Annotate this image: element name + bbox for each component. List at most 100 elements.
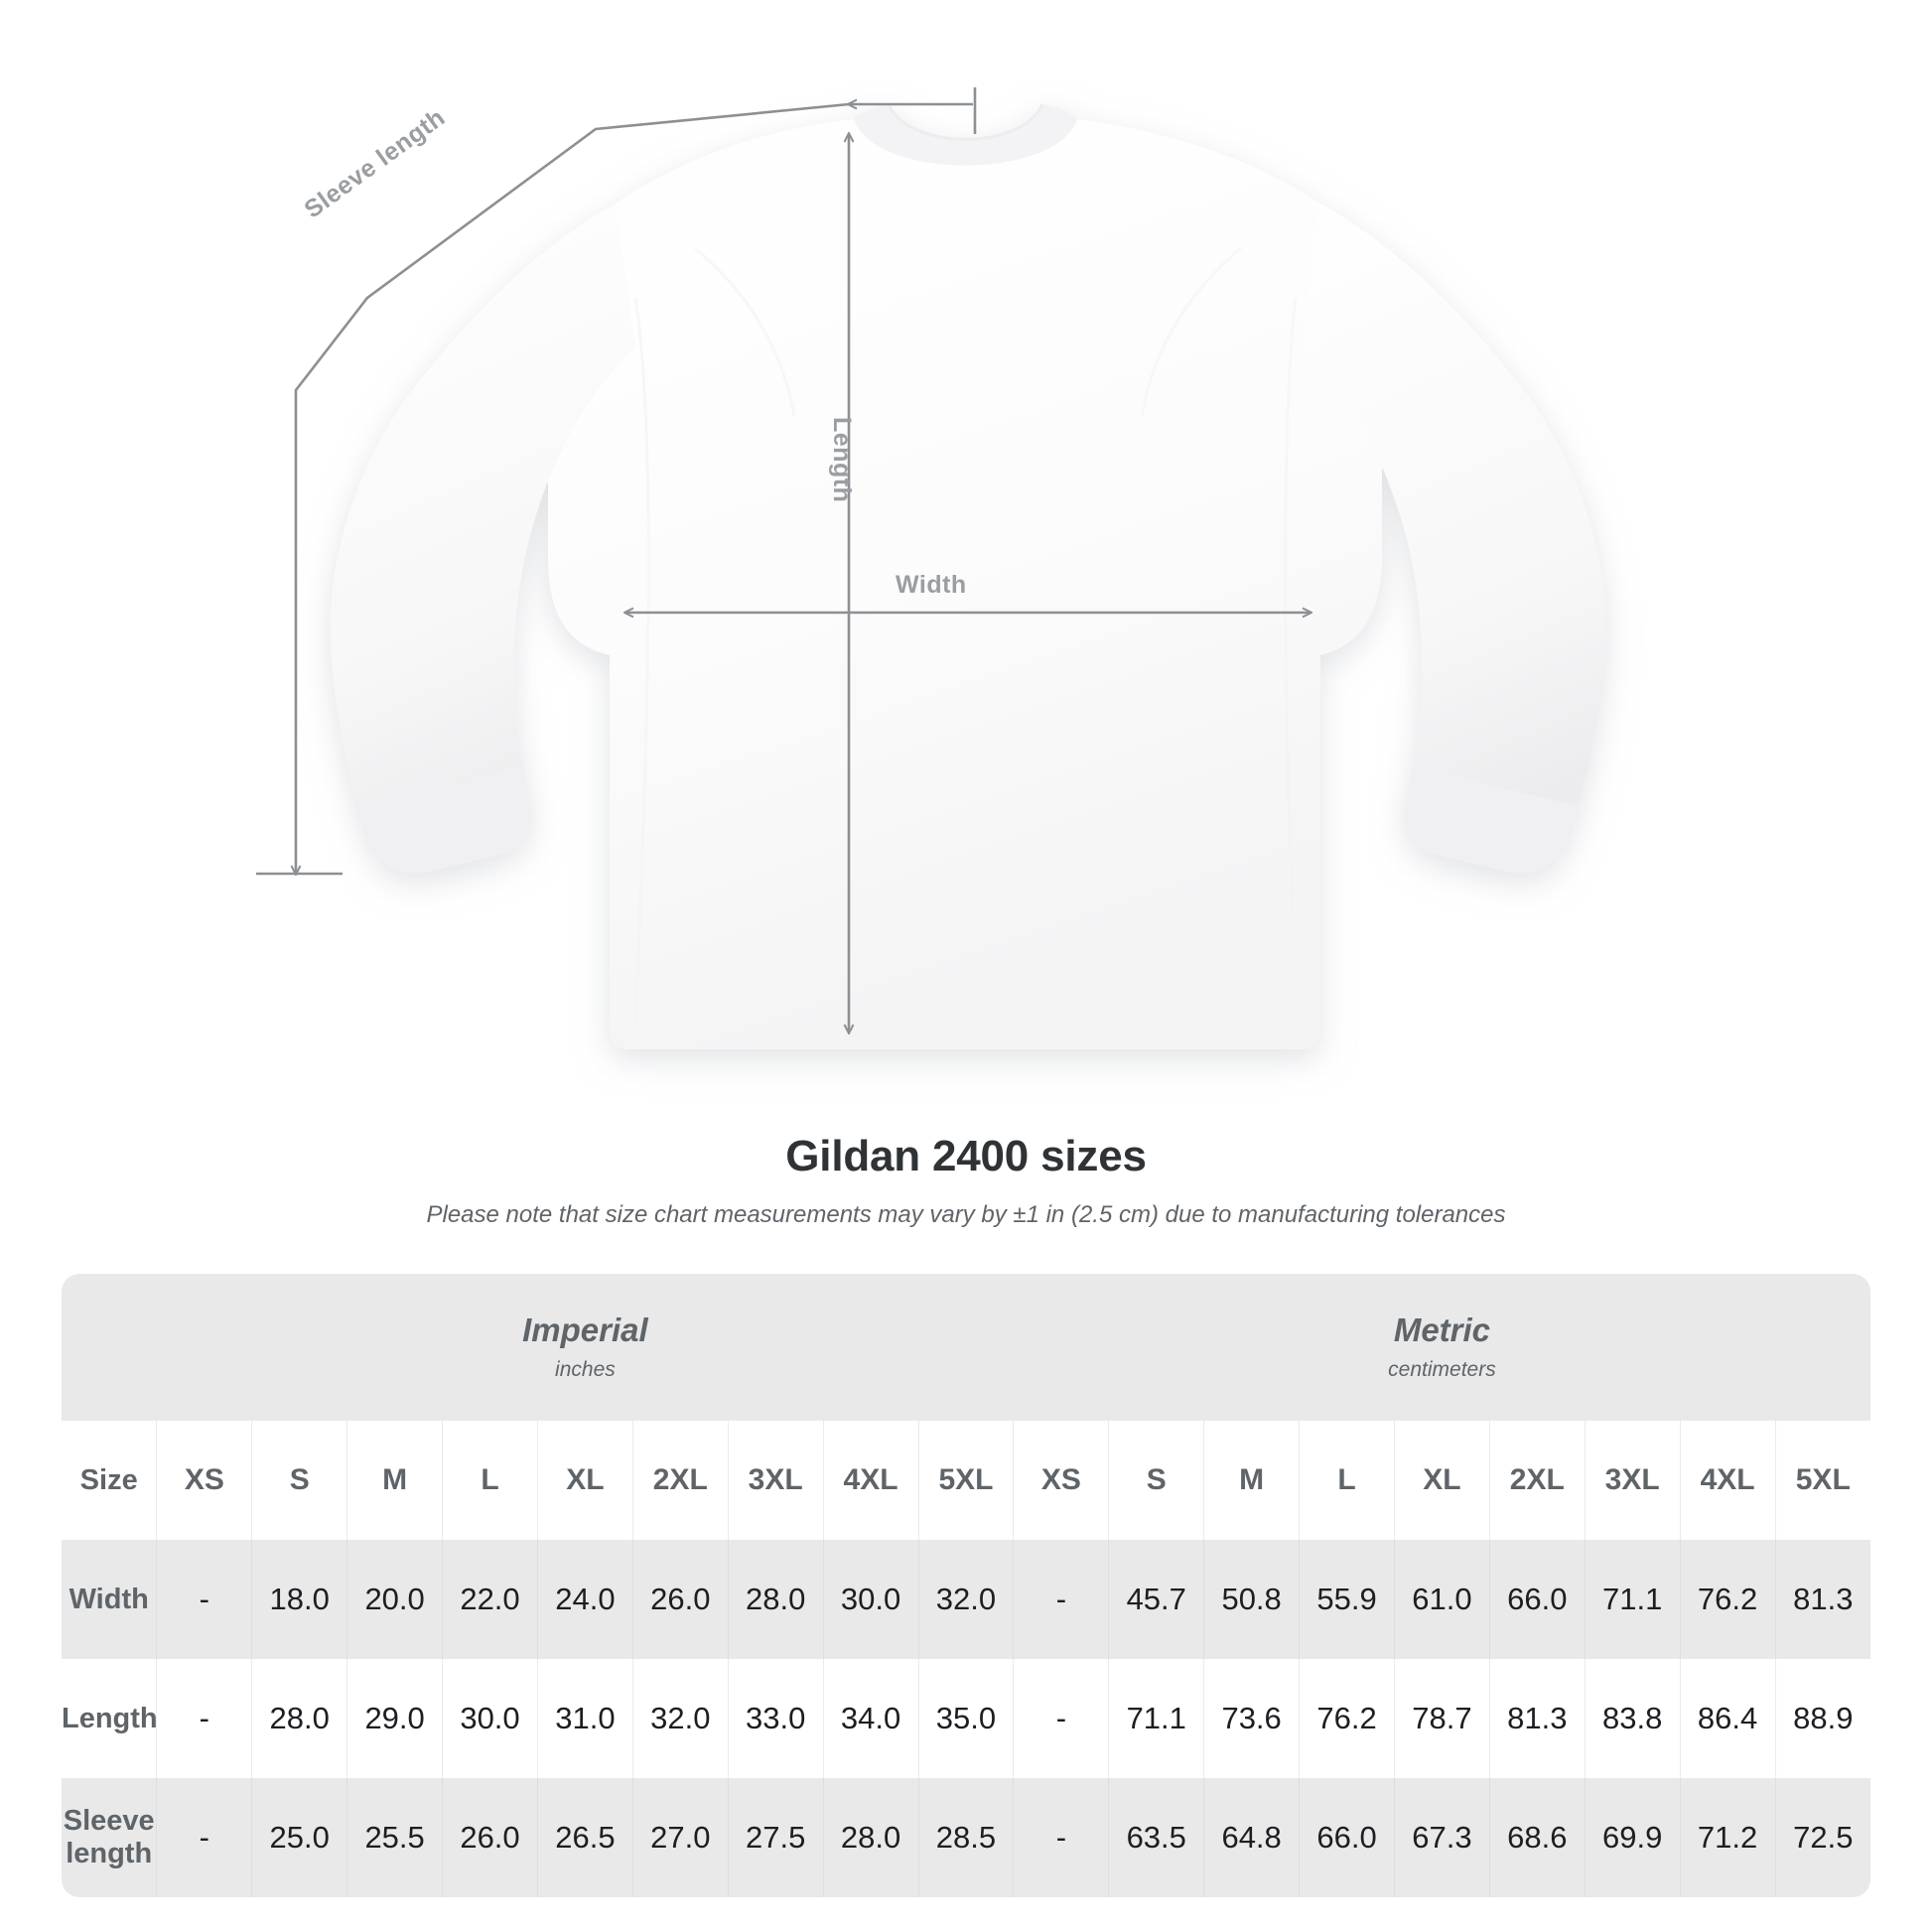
tolerance-note: Please note that size chart measurements… xyxy=(426,1201,1506,1228)
cell-width-metric-xl: 61.0 xyxy=(1394,1540,1490,1659)
size-chart-table: Imperial inches Metric centimeters Size XS S M L… xyxy=(62,1274,1870,1897)
cell-width-imperial-5xl: 32.0 xyxy=(918,1540,1015,1659)
size-header-imperial-2xl: 2XL xyxy=(632,1421,729,1540)
unit-header-imperial-title: Imperial xyxy=(522,1311,648,1348)
cell-sleeve-length-imperial-xs: - xyxy=(156,1778,253,1897)
size-header-metric-5xl: 5XL xyxy=(1775,1421,1870,1540)
size-header-imperial-3xl: 3XL xyxy=(728,1421,824,1540)
cell-sleeve-length-imperial-xl: 26.5 xyxy=(537,1778,633,1897)
cell-width-metric-l: 55.9 xyxy=(1299,1540,1395,1659)
page-title: Gildan 2400 sizes xyxy=(785,1132,1147,1180)
unit-header-corner xyxy=(62,1274,157,1421)
cell-length-imperial-4xl: 34.0 xyxy=(823,1659,919,1778)
size-header-imperial-xl: XL xyxy=(537,1421,633,1540)
row-header-width: Width xyxy=(62,1540,158,1659)
cell-sleeve-length-metric-3xl: 69.9 xyxy=(1585,1778,1681,1897)
size-header-metric-s: S xyxy=(1108,1421,1205,1540)
cell-sleeve-length-metric-2xl: 68.6 xyxy=(1489,1778,1586,1897)
cell-sleeve-length-imperial-5xl: 28.5 xyxy=(918,1778,1015,1897)
cell-width-metric-m: 50.8 xyxy=(1203,1540,1301,1659)
unit-header-metric: Metric centimeters xyxy=(1013,1274,1870,1421)
cell-length-imperial-3xl: 33.0 xyxy=(728,1659,824,1778)
size-header-imperial-s: S xyxy=(251,1421,348,1540)
shirt-shape xyxy=(330,103,1606,1049)
cell-length-metric-m: 73.6 xyxy=(1203,1659,1301,1778)
table-row: Sleeve length -25.0 25.5 26.0 26.5 27.0 27.5 28… xyxy=(62,1778,1870,1897)
cell-width-imperial-l: 22.0 xyxy=(442,1540,538,1659)
cell-length-imperial-s: 28.0 xyxy=(251,1659,348,1778)
row-header-length: Length xyxy=(62,1659,158,1778)
cell-length-imperial-5xl: 35.0 xyxy=(918,1659,1015,1778)
size-header-metric-xl: XL xyxy=(1394,1421,1490,1540)
cell-sleeve-length-imperial-2xl: 27.0 xyxy=(632,1778,729,1897)
cell-length-imperial-xl: 31.0 xyxy=(537,1659,633,1778)
cell-sleeve-length-imperial-4xl: 28.0 xyxy=(823,1778,919,1897)
size-header-imperial-5xl: 5XL xyxy=(918,1421,1015,1540)
cell-length-metric-2xl: 81.3 xyxy=(1489,1659,1586,1778)
size-header-metric-2xl: 2XL xyxy=(1489,1421,1586,1540)
size-chart-table-wrap: Imperial inches Metric centimeters Size XS S M L… xyxy=(62,1274,1870,1897)
title-block: Gildan 2400 sizes Please note that size … xyxy=(0,1132,1932,1229)
size-header-metric-4xl: 4XL xyxy=(1680,1421,1776,1540)
size-header-imperial-m: M xyxy=(346,1421,444,1540)
cell-sleeve-length-imperial-3xl: 27.5 xyxy=(728,1778,824,1897)
cell-width-imperial-3xl: 28.0 xyxy=(728,1540,824,1659)
cell-length-metric-4xl: 86.4 xyxy=(1680,1659,1776,1778)
cell-width-metric-4xl: 76.2 xyxy=(1680,1540,1776,1659)
unit-header-row: Imperial inches Metric centimeters xyxy=(62,1274,1870,1421)
unit-header-metric-subtitle: centimeters xyxy=(1388,1358,1496,1382)
cell-length-imperial-2xl: 32.0 xyxy=(632,1659,729,1778)
size-header-imperial-4xl: 4XL xyxy=(823,1421,919,1540)
size-header-metric-3xl: 3XL xyxy=(1585,1421,1681,1540)
size-header-metric-m: M xyxy=(1203,1421,1301,1540)
size-header-row: Size XS S M L XL 2XL 3XL 4XL 5XL XS S M L XL 2XL 3XL 4XL 5… xyxy=(62,1421,1870,1540)
cell-sleeve-length-metric-xs: - xyxy=(1013,1778,1110,1897)
size-header-metric-l: L xyxy=(1299,1421,1395,1540)
cell-width-imperial-2xl: 26.0 xyxy=(632,1540,729,1659)
cell-width-metric-5xl: 81.3 xyxy=(1775,1540,1870,1659)
cell-length-imperial-xs: - xyxy=(156,1659,253,1778)
size-header-imperial-xs: XS xyxy=(156,1421,253,1540)
cell-length-metric-3xl: 83.8 xyxy=(1585,1659,1681,1778)
cell-length-imperial-l: 30.0 xyxy=(442,1659,538,1778)
cell-width-imperial-m: 20.0 xyxy=(346,1540,444,1659)
cell-length-metric-s: 71.1 xyxy=(1108,1659,1205,1778)
shirt-diagram-svg xyxy=(256,87,1606,1049)
cell-sleeve-length-metric-xl: 67.3 xyxy=(1394,1778,1490,1897)
cell-width-metric-s: 45.7 xyxy=(1108,1540,1205,1659)
width-dimension-label: Width xyxy=(896,571,967,599)
table-row: Width -18.0 20.0 22.0 24.0 26.0 28.0 30.0 32.0-4… xyxy=(62,1540,1870,1659)
unit-header-imperial: Imperial inches xyxy=(156,1274,1014,1421)
cell-width-metric-2xl: 66.0 xyxy=(1489,1540,1586,1659)
row-header-sleeve-length: Sleeve length xyxy=(62,1778,158,1897)
cell-length-metric-5xl: 88.9 xyxy=(1775,1659,1870,1778)
cell-width-metric-xs: - xyxy=(1013,1540,1110,1659)
cell-sleeve-length-imperial-l: 26.0 xyxy=(442,1778,538,1897)
unit-header-imperial-subtitle: inches xyxy=(555,1358,616,1382)
cell-width-imperial-4xl: 30.0 xyxy=(823,1540,919,1659)
sleeve-length-line xyxy=(296,102,850,874)
fabric-folds xyxy=(633,246,1299,1024)
cell-sleeve-length-metric-l: 66.0 xyxy=(1299,1778,1395,1897)
cell-length-metric-xl: 78.7 xyxy=(1394,1659,1490,1778)
size-header-metric-xs: XS xyxy=(1013,1421,1110,1540)
cell-length-metric-xs: - xyxy=(1013,1659,1110,1778)
table-row: Length -28.0 29.0 30.0 31.0 32.0 33.0 34.0 35.0-… xyxy=(62,1659,1870,1778)
cell-width-imperial-xs: - xyxy=(156,1540,253,1659)
cell-sleeve-length-metric-m: 64.8 xyxy=(1203,1778,1301,1897)
cell-width-imperial-xl: 24.0 xyxy=(537,1540,633,1659)
cell-sleeve-length-metric-4xl: 71.2 xyxy=(1680,1778,1776,1897)
size-column-header: Size xyxy=(62,1421,158,1540)
cell-sleeve-length-imperial-m: 25.5 xyxy=(346,1778,444,1897)
garment-illustration: Sleeve length Length Width xyxy=(256,87,1606,1049)
cell-length-imperial-m: 29.0 xyxy=(346,1659,444,1778)
cell-sleeve-length-imperial-s: 25.0 xyxy=(251,1778,348,1897)
dimension-lines xyxy=(256,87,1311,1033)
unit-header-metric-title: Metric xyxy=(1393,1311,1491,1348)
cell-length-metric-l: 76.2 xyxy=(1299,1659,1395,1778)
cell-width-imperial-s: 18.0 xyxy=(251,1540,348,1659)
cell-sleeve-length-metric-5xl: 72.5 xyxy=(1775,1778,1870,1897)
length-dimension-label: Length xyxy=(828,417,856,503)
size-header-imperial-l: L xyxy=(442,1421,538,1540)
cell-sleeve-length-metric-s: 63.5 xyxy=(1108,1778,1205,1897)
